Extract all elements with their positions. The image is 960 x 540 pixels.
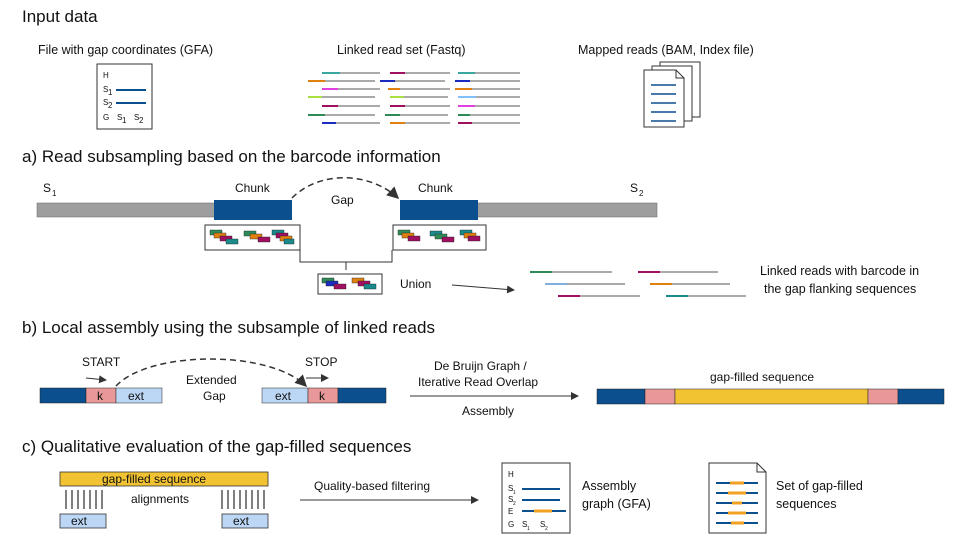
union-label: Union: [400, 277, 431, 291]
left-read-cluster: [204, 224, 301, 251]
svg-text:ext: ext: [233, 514, 250, 528]
gap-filled-bar-label: gap-filled sequence: [102, 472, 206, 486]
section-b-heading: b) Local assembly using the subsample of…: [22, 318, 435, 337]
svg-text:S: S: [103, 98, 108, 107]
svg-text:2: 2: [639, 189, 644, 198]
chunk-left-label: Chunk: [235, 181, 271, 195]
right-read-cluster: [392, 224, 487, 251]
scaffold-bar: [36, 200, 658, 220]
ext-left: ext: [128, 389, 145, 403]
stop-label: STOP: [305, 355, 337, 369]
left-flank-bar: [39, 387, 163, 404]
gap-filled-bar: [596, 388, 945, 405]
svg-text:1: 1: [52, 189, 57, 198]
input-data-heading: Input data: [22, 7, 98, 26]
section-c-heading: c) Qualitative evaluation of the gap-fil…: [22, 437, 411, 456]
svg-text:2: 2: [108, 101, 113, 110]
linked-reads-barcoded: [530, 271, 746, 297]
linked-read-set: [308, 72, 520, 124]
filtering-label: Quality-based filtering: [314, 479, 430, 493]
ext-box-right: [221, 513, 269, 529]
bam-label: Mapped reads (BAM, Index file): [578, 43, 754, 57]
svg-text:E: E: [508, 507, 513, 516]
gap-filled-sequence-bar: [59, 471, 269, 487]
union-arrow: [451, 284, 515, 294]
svg-text:1: 1: [513, 490, 516, 496]
right-flank-bar: [261, 387, 387, 404]
svg-text:S: S: [508, 484, 513, 493]
svg-text:G: G: [103, 113, 109, 122]
k-right: k: [319, 389, 326, 403]
assembly-graph-label-1: Assembly: [582, 479, 637, 493]
s1-label: S: [43, 181, 51, 195]
svg-text:H: H: [103, 71, 109, 80]
svg-text:ext: ext: [71, 514, 88, 528]
bam-files-icon: [643, 61, 701, 128]
method-label-1: De Bruijn Graph /: [434, 359, 527, 373]
svg-text:2: 2: [513, 501, 516, 507]
svg-text:H: H: [508, 470, 514, 479]
linked-reads-label-2: the gap flanking sequences: [764, 282, 916, 296]
svg-text:S: S: [134, 113, 139, 122]
svg-text:1: 1: [122, 116, 127, 125]
extended-gap-label-1: Extended: [186, 373, 237, 387]
gfa-file-label: File with gap coordinates (GFA): [38, 43, 213, 57]
assembly-graph-label-2: graph (GFA): [582, 497, 651, 511]
svg-text:S: S: [540, 520, 545, 529]
gap-dashed-arrow: [291, 177, 400, 200]
linked-reads-label-1: Linked reads with barcode in: [760, 264, 919, 278]
alignment-ticks-left: [65, 490, 103, 509]
method-label-2: Iterative Read Overlap: [418, 375, 538, 389]
ext-right: ext: [275, 389, 292, 403]
assembly-label: Assembly: [462, 404, 514, 418]
union-brace: [299, 250, 393, 270]
alignment-ticks-right: [221, 490, 265, 509]
gap-filled-set-icon: [708, 462, 767, 534]
gap-filled-label: gap-filled sequence: [710, 370, 814, 384]
set-label-1: Set of gap-filled: [776, 479, 863, 493]
k-left: k: [97, 389, 104, 403]
ext-box-left: [59, 513, 107, 529]
union-read-cluster: [317, 273, 383, 295]
svg-text:G: G: [508, 520, 514, 529]
svg-text:S: S: [522, 520, 527, 529]
extended-gap-label-2: Gap: [203, 389, 226, 403]
gap-label: Gap: [331, 193, 354, 207]
svg-text:2: 2: [545, 526, 548, 532]
section-a-heading: a) Read subsampling based on the barcode…: [22, 147, 441, 166]
svg-text:2: 2: [139, 116, 144, 125]
start-label: START: [82, 355, 121, 369]
chunk-right-label: Chunk: [418, 181, 454, 195]
s2-label: S: [630, 181, 638, 195]
extended-gap-arrow: [115, 358, 308, 388]
svg-text:S: S: [103, 85, 108, 94]
svg-text:1: 1: [527, 526, 530, 532]
svg-text:S: S: [508, 495, 513, 504]
set-label-2: sequences: [776, 497, 836, 511]
alignments-label: alignments: [131, 492, 189, 506]
svg-text:S: S: [117, 113, 122, 122]
fastq-label: Linked read set (Fastq): [337, 43, 466, 57]
svg-text:1: 1: [108, 88, 113, 97]
